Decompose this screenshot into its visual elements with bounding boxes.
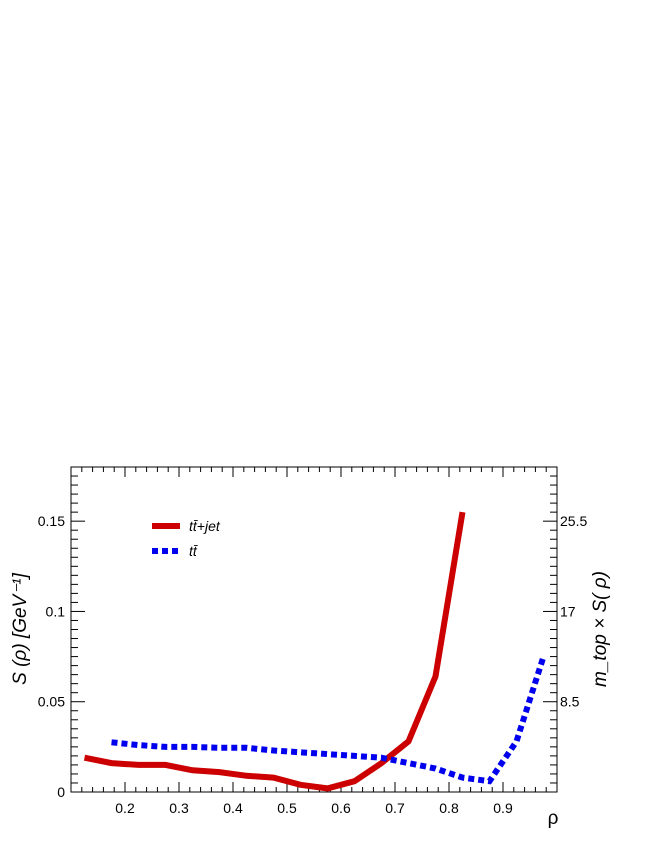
- y-tick-label: 0.1: [46, 603, 66, 619]
- y2-tick-label: 25.5: [560, 513, 587, 529]
- x-tick-label: 0.7: [385, 800, 405, 816]
- x-tick-label: 0.4: [223, 800, 243, 816]
- x-axis-ticks: 0.2 0.3 0.4 0.5 0.6 0.7 0.8 0.9: [70, 467, 558, 816]
- series-layer: [83, 511, 547, 792]
- y2-tick-label: 8.5: [560, 694, 580, 710]
- x-tick-label: 0.5: [277, 800, 297, 816]
- x-axis-label: ρ: [548, 808, 559, 829]
- x-tick-label: 0.2: [115, 800, 135, 816]
- x-tick-label: 0.3: [169, 800, 189, 816]
- y2-tick-label: 17: [560, 603, 576, 619]
- x-tick-label: 0.9: [493, 800, 513, 816]
- y2-axis-ticks: 8.5 17 25.5: [543, 466, 587, 793]
- x-tick-label: 0.6: [331, 800, 351, 816]
- legend: tt̄+jet tt̄: [152, 518, 221, 559]
- y-axis-ticks: 0 0.05 0.1 0.15: [38, 466, 85, 800]
- y-tick-label: 0.05: [38, 694, 65, 710]
- legend-label-ttjet: tt̄+jet: [189, 518, 221, 534]
- y-tick-label: 0.15: [38, 513, 65, 529]
- y-tick-label: 0: [57, 784, 65, 800]
- y-axis-label: S (ρ) [GeV⁻¹]: [10, 572, 31, 684]
- legend-label-tt: tt̄: [189, 543, 198, 559]
- x-tick-label: 0.8: [439, 800, 459, 816]
- y2-axis-label: m_top × S( ρ): [590, 571, 611, 687]
- series-line-0: [83, 511, 466, 792]
- series-line-1: [111, 655, 547, 785]
